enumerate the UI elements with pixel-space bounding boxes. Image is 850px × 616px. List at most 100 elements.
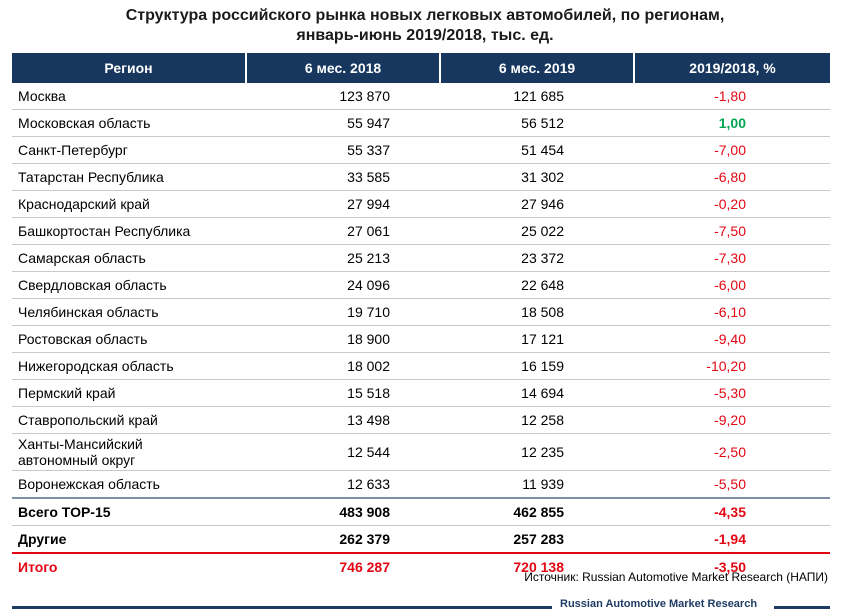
change-pct: -7,00 bbox=[634, 136, 830, 164]
total-row: Итого 746 287 720 138 -3,50 bbox=[12, 552, 830, 580]
value-2018: 123 870 bbox=[246, 83, 440, 110]
top15-label: Всего TOP-15 bbox=[12, 497, 246, 526]
value-2019: 14 694 bbox=[440, 379, 634, 407]
others-2018: 262 379 bbox=[246, 525, 440, 554]
region-name: Московская область bbox=[12, 109, 246, 137]
value-2018: 55 947 bbox=[246, 109, 440, 137]
region-name: Краснодарский край bbox=[12, 190, 246, 218]
region-name: Ростовская область bbox=[12, 325, 246, 353]
region-name-line-1: Ханты-Мансийский bbox=[18, 436, 143, 452]
value-2019: 12 258 bbox=[440, 406, 634, 434]
value-2018: 18 900 bbox=[246, 325, 440, 353]
region-name: Татарстан Республика bbox=[12, 163, 246, 191]
change-pct: -10,20 bbox=[634, 352, 830, 380]
table-row: Воронежская область 12 633 11 939 -5,50 bbox=[12, 470, 830, 499]
region-name: Санкт-Петербург bbox=[12, 136, 246, 164]
footer-divider-left bbox=[12, 606, 552, 609]
table-row: Ростовская область 18 900 17 121 -9,40 bbox=[12, 325, 830, 353]
top15-pct: -4,35 bbox=[634, 497, 830, 526]
value-2019: 18 508 bbox=[440, 298, 634, 326]
top15-2018: 483 908 bbox=[246, 497, 440, 526]
value-2019: 11 939 bbox=[440, 470, 634, 499]
title-line-1: Структура российского рынка новых легков… bbox=[125, 7, 725, 24]
value-2018: 12 544 bbox=[246, 433, 440, 471]
change-pct: -2,50 bbox=[634, 433, 830, 471]
top15-2019: 462 855 bbox=[440, 497, 634, 526]
value-2019: 22 648 bbox=[440, 271, 634, 299]
table-row: Московская область 55 947 56 512 1,00 bbox=[12, 109, 830, 137]
value-2018: 33 585 bbox=[246, 163, 440, 191]
table-row: Самарская область 25 213 23 372 -7,30 bbox=[12, 244, 830, 272]
value-2018: 13 498 bbox=[246, 406, 440, 434]
value-2019: 51 454 bbox=[440, 136, 634, 164]
value-2019: 31 302 bbox=[440, 163, 634, 191]
change-pct: -9,20 bbox=[634, 406, 830, 434]
header-region: Регион bbox=[12, 53, 247, 83]
change-pct: -1,80 bbox=[634, 83, 830, 110]
others-2019: 257 283 bbox=[440, 525, 634, 554]
total-2019: 720 138 bbox=[440, 552, 634, 580]
total-2018: 746 287 bbox=[246, 552, 440, 580]
table-row: Челябинская область 19 710 18 508 -6,10 bbox=[12, 298, 830, 326]
table-title: Структура российского рынка новых легков… bbox=[0, 6, 850, 46]
header-row: Регион 6 мес. 2018 6 мес. 2019 2019/2018… bbox=[12, 53, 830, 83]
change-pct: -7,50 bbox=[634, 217, 830, 245]
table-row: Башкортостан Республика 27 061 25 022 -7… bbox=[12, 217, 830, 245]
value-2019: 17 121 bbox=[440, 325, 634, 353]
table-row: Татарстан Республика 33 585 31 302 -6,80 bbox=[12, 163, 830, 191]
title-line-2: январь-июнь 2019/2018, тыс. ед. bbox=[296, 27, 554, 44]
value-2018: 27 994 bbox=[246, 190, 440, 218]
table-row: Ханты-Мансийский автономный округ 12 544… bbox=[12, 433, 830, 471]
region-name: Пермский край bbox=[12, 379, 246, 407]
change-pct: -0,20 bbox=[634, 190, 830, 218]
region-name: Ханты-Мансийский автономный округ bbox=[12, 433, 246, 471]
table-row: Ставропольский край 13 498 12 258 -9,20 bbox=[12, 406, 830, 434]
value-2018: 27 061 bbox=[246, 217, 440, 245]
others-row: Другие 262 379 257 283 -1,94 bbox=[12, 525, 830, 554]
value-2018: 12 633 bbox=[246, 470, 440, 499]
region-name: Ставропольский край bbox=[12, 406, 246, 434]
region-name: Москва bbox=[12, 83, 246, 110]
header-2018: 6 мес. 2018 bbox=[246, 53, 441, 83]
region-name: Нижегородская область bbox=[12, 352, 246, 380]
total-pct: -3,50 bbox=[634, 552, 830, 580]
value-2018: 55 337 bbox=[246, 136, 440, 164]
region-name: Воронежская область bbox=[12, 470, 246, 499]
region-name-line-2: автономный округ bbox=[18, 452, 136, 468]
region-name: Башкортостан Республика bbox=[12, 217, 246, 245]
value-2018: 25 213 bbox=[246, 244, 440, 272]
table-row: Нижегородская область 18 002 16 159 -10,… bbox=[12, 352, 830, 380]
change-pct: -5,50 bbox=[634, 470, 830, 499]
table-row: Свердловская область 24 096 22 648 -6,00 bbox=[12, 271, 830, 299]
change-pct: -6,80 bbox=[634, 163, 830, 191]
footer-divider-right bbox=[774, 606, 830, 609]
value-2019: 27 946 bbox=[440, 190, 634, 218]
value-2019: 23 372 bbox=[440, 244, 634, 272]
footer-brand: Russian Automotive Market Research bbox=[560, 598, 758, 610]
change-pct: -6,00 bbox=[634, 271, 830, 299]
header-pct: 2019/2018, % bbox=[634, 53, 830, 83]
value-2019: 16 159 bbox=[440, 352, 634, 380]
value-2019: 12 235 bbox=[440, 433, 634, 471]
others-pct: -1,94 bbox=[634, 525, 830, 554]
table-row: Санкт-Петербург 55 337 51 454 -7,00 bbox=[12, 136, 830, 164]
change-pct: -6,10 bbox=[634, 298, 830, 326]
header-2019: 6 мес. 2019 bbox=[440, 53, 635, 83]
value-2018: 24 096 bbox=[246, 271, 440, 299]
others-label: Другие bbox=[12, 525, 246, 554]
value-2019: 56 512 bbox=[440, 109, 634, 137]
source-note: Источник: Russian Automotive Market Rese… bbox=[524, 570, 828, 584]
change-pct: -7,30 bbox=[634, 244, 830, 272]
value-2018: 18 002 bbox=[246, 352, 440, 380]
value-2019: 121 685 bbox=[440, 83, 634, 110]
table-row: Москва 123 870 121 685 -1,80 bbox=[12, 83, 830, 110]
region-name: Самарская область bbox=[12, 244, 246, 272]
table-row: Пермский край 15 518 14 694 -5,30 bbox=[12, 379, 830, 407]
change-pct: 1,00 bbox=[634, 109, 830, 137]
change-pct: -9,40 bbox=[634, 325, 830, 353]
table-row: Краснодарский край 27 994 27 946 -0,20 bbox=[12, 190, 830, 218]
value-2018: 15 518 bbox=[246, 379, 440, 407]
region-name: Свердловская область bbox=[12, 271, 246, 299]
value-2018: 19 710 bbox=[246, 298, 440, 326]
top15-row: Всего TOP-15 483 908 462 855 -4,35 bbox=[12, 497, 830, 526]
